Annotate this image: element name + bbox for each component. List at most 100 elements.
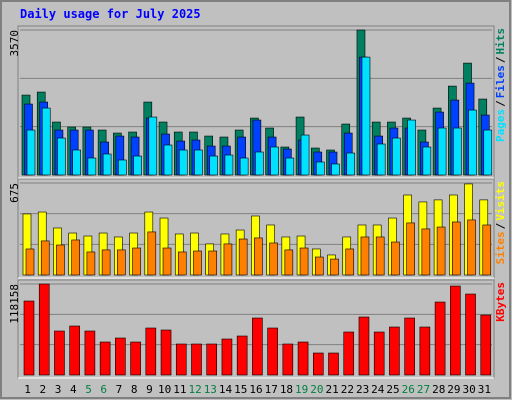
x-tick-label: 8 [131,383,138,396]
bar [130,341,141,376]
bar [147,231,157,276]
bar [209,155,219,176]
bar [238,238,248,276]
bar [102,153,112,176]
bar [267,327,278,376]
bar [254,237,263,276]
legend-entry: Visits [494,181,507,221]
bar [465,293,476,376]
bar [328,352,339,376]
bar [361,56,371,176]
bar [177,251,187,276]
x-tick-label: 23 [356,383,369,396]
bar [208,250,218,276]
bar [99,341,111,376]
x-tick-label: 30 [463,383,476,396]
bar [314,256,324,276]
x-tick-label: 22 [341,383,354,396]
bar [84,330,96,376]
bar [38,283,50,376]
bar [163,144,173,176]
bar [297,341,309,376]
bar [252,317,263,376]
bar [145,327,157,376]
bar [71,239,80,276]
bar [56,244,65,276]
legend: Pages/Files/Hits [494,28,507,142]
bar [419,326,431,376]
bar [467,219,476,276]
bar [86,251,96,276]
bar [450,285,461,376]
x-tick-label: 29 [447,383,460,396]
bar [223,243,233,276]
bar [132,247,141,276]
bar [25,248,35,276]
x-tick-label: 14 [219,383,233,396]
bar [133,155,142,176]
bar [162,247,172,276]
bar [434,301,446,376]
legend: KBytes [494,282,507,322]
y-tick-label: 118158 [8,284,21,324]
x-tick-label: 12 [188,383,201,396]
bar [118,159,127,176]
bar [392,137,401,176]
bar [194,149,203,176]
bar [437,127,447,176]
bar [23,300,35,376]
x-tick-label: 16 [249,383,262,396]
bar [270,146,279,176]
bar [330,258,339,276]
bar [69,325,80,376]
bar [193,250,202,276]
bar [453,127,462,176]
bar [404,317,415,376]
x-tick-label: 31 [478,383,491,396]
bar [376,143,386,176]
x-tick-label: 26 [402,383,415,396]
bar [178,149,188,176]
x-tick-label: 24 [371,383,385,396]
bar [375,236,385,276]
bar [391,241,400,276]
bar [373,331,385,376]
bar [206,343,218,376]
bar [345,248,355,276]
bar [160,329,172,376]
bar [175,343,187,376]
x-tick-label: 6 [100,383,107,396]
bar [346,152,356,176]
bar [236,335,248,376]
legend-separator: / [494,100,507,107]
x-tick-label: 3 [55,383,62,396]
bar [239,157,249,176]
bar [331,163,340,176]
bar [41,107,51,176]
legend-separator: / [494,222,507,229]
x-tick-label: 19 [295,383,308,396]
x-tick-label: 9 [146,383,153,396]
legend-separator: / [494,56,507,63]
x-tick-label: 17 [265,383,278,396]
x-tick-label: 7 [116,383,123,396]
x-tick-label: 28 [432,383,445,396]
bar [282,343,294,376]
x-tick-label: 20 [310,383,323,396]
bar [191,343,202,376]
bar [148,116,158,176]
bar [436,226,446,276]
bar [483,129,493,176]
bar [269,242,278,276]
x-tick-label: 27 [417,383,430,396]
bar [115,337,126,376]
x-tick-label: 4 [70,383,77,396]
legend: Sites /Visits [494,181,507,265]
bar [300,134,310,176]
bar [468,109,477,176]
bar [284,249,294,276]
bar [57,137,66,176]
x-tick-label: 21 [326,383,339,396]
chart-title: Daily usage for July 2025 [20,7,201,21]
